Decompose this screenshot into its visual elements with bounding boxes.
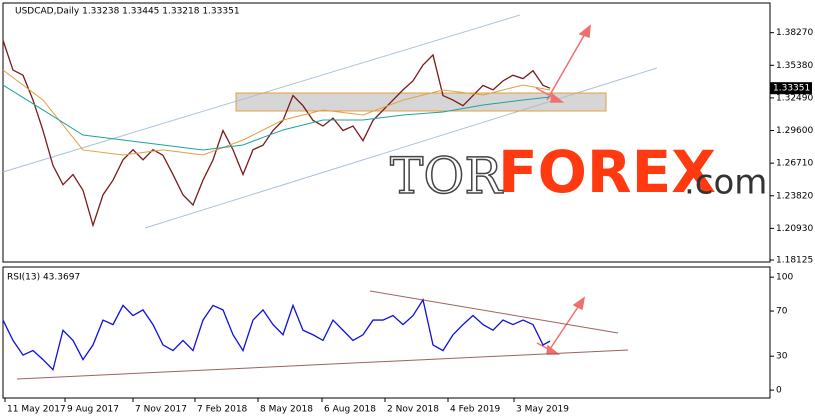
- series-line: [2, 298, 551, 372]
- logo-text: TOR: [390, 147, 503, 205]
- y-tick-label: 1.20930: [776, 224, 813, 234]
- support-zone: [235, 92, 607, 112]
- rsi-title: RSI(13) 43.3697: [7, 273, 80, 283]
- y-tick-label: 1.38270: [776, 28, 813, 38]
- y-tick-label: 1.26710: [776, 159, 813, 169]
- arrows: [535, 24, 591, 355]
- y-tick-label: 1.18125: [776, 256, 813, 266]
- x-tick-label: 6 Aug 2018: [324, 405, 376, 415]
- y-tick-label: 1.29600: [776, 126, 813, 136]
- logo: TOR FOREX .com: [389, 138, 767, 206]
- y-tick-label: 100: [776, 273, 793, 283]
- trend-line: [369, 290, 619, 334]
- x-tick-label: 7 Nov 2017: [135, 405, 187, 415]
- y-tick-label: 70: [776, 307, 788, 317]
- chart-title: USDCAD,Daily 1.33238 1.33445 1.33218 1.3…: [15, 7, 240, 17]
- series-line: [2, 84, 551, 151]
- y-tick-label: 1.32490: [776, 93, 813, 103]
- y-tick-label: 1.23820: [776, 191, 813, 201]
- last-price-label: 1.33351: [773, 84, 810, 94]
- x-tick-label: 2 Nov 2018: [387, 405, 439, 415]
- logo-text: .com: [684, 163, 767, 203]
- x-tick-label: 3 May 2019: [516, 405, 569, 415]
- price-panel: [2, 2, 771, 263]
- last-price-box: [770, 82, 812, 95]
- x-tick-label: 11 May 2017: [7, 405, 66, 415]
- x-tick-label: 7 Feb 2018: [197, 405, 248, 415]
- y-tick-label: 30: [776, 352, 788, 362]
- x-tick-label: 9 Aug 2017: [67, 405, 119, 415]
- x-tick-label: 4 Feb 2019: [450, 405, 501, 415]
- rsi-panel: [2, 266, 771, 399]
- trend-line: [16, 349, 629, 380]
- series-line: [2, 69, 551, 156]
- x-tick-label: 8 May 2018: [260, 405, 313, 415]
- logo-text: FOREX: [498, 138, 716, 206]
- series-line: [2, 40, 551, 228]
- y-tick-label: 1.35380: [776, 61, 813, 71]
- y-tick-label: 0: [776, 386, 782, 396]
